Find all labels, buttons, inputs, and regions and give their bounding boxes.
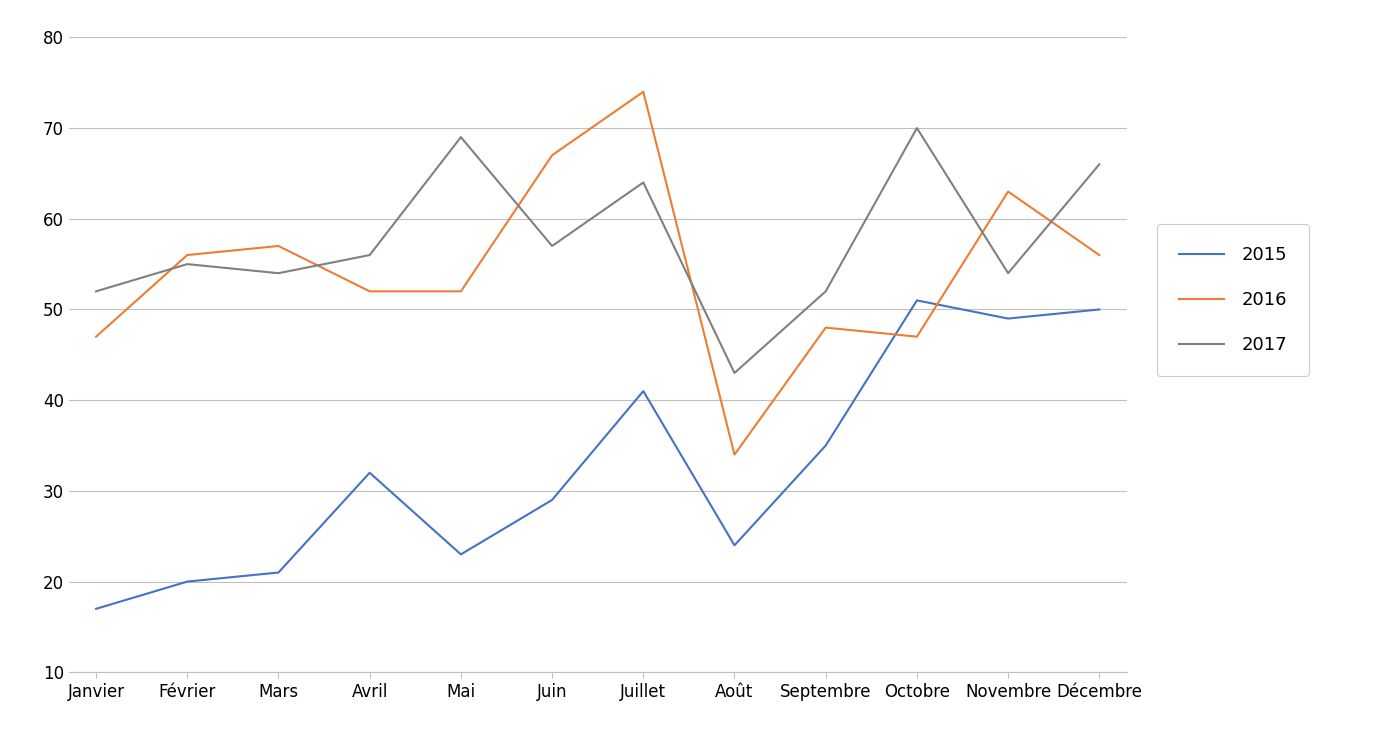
- Legend: 2015, 2016, 2017: 2015, 2016, 2017: [1157, 224, 1309, 376]
